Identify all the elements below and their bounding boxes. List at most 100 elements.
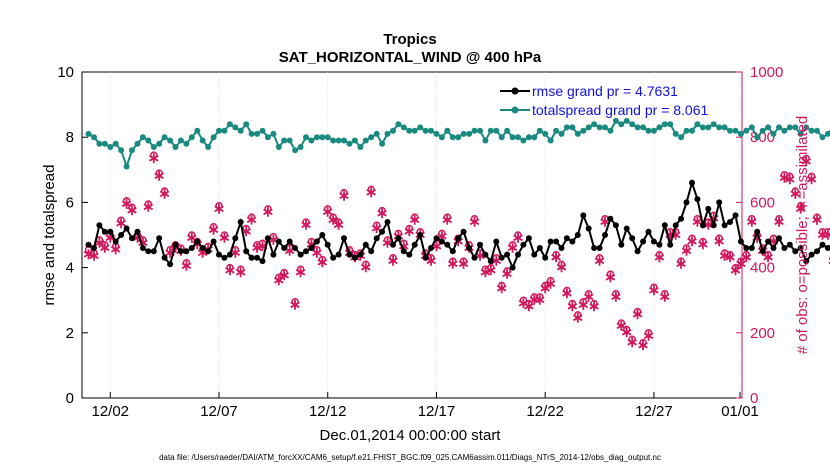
totalspread-point <box>264 134 271 141</box>
right-tick-label: 0 <box>750 390 758 407</box>
rmse-point <box>819 241 826 248</box>
totalspread-point <box>248 130 255 137</box>
obs-assimilated-point: ∗ <box>338 187 351 204</box>
obs-assimilated-point: ∗ <box>447 256 460 273</box>
x-tick-label: 12/17 <box>418 403 456 420</box>
totalspread-point <box>254 130 261 137</box>
obs-assimilated-point: ∗ <box>713 233 726 250</box>
rmse-point <box>107 228 114 235</box>
obs-possible-point <box>302 218 310 226</box>
totalspread-point <box>281 137 288 144</box>
totalspread-point <box>553 127 560 134</box>
totalspread-point <box>330 137 337 144</box>
totalspread-point <box>585 124 592 131</box>
totalspread-point <box>91 134 97 141</box>
rmse-point <box>547 238 554 245</box>
totalspread-point <box>765 124 772 131</box>
obs-possible-point <box>150 151 158 159</box>
rmse-point <box>118 232 125 238</box>
rmse-point <box>618 241 625 248</box>
obs-possible-point <box>775 214 783 223</box>
legend-spread-label: totalspread grand pr = 8.061 <box>532 102 709 118</box>
totalspread-point <box>221 127 228 134</box>
totalspread-point <box>781 127 788 134</box>
totalspread-point <box>602 124 608 131</box>
totalspread-point <box>226 121 233 128</box>
obs-assimilated-point: ∗ <box>387 253 400 270</box>
totalspread-point <box>536 127 543 134</box>
totalspread-point <box>683 127 690 134</box>
rmse-point <box>112 238 119 245</box>
obs-assimilated-point: ∗ <box>506 239 519 256</box>
rmse-point <box>705 205 712 212</box>
rmse-point <box>351 254 358 261</box>
obs-assimilated-point: ∗ <box>213 200 226 217</box>
totalspread-point <box>433 130 440 137</box>
totalspread-point <box>205 144 212 150</box>
rmse-point <box>466 245 473 251</box>
rmse-point <box>422 254 429 261</box>
totalspread-point <box>194 127 201 134</box>
totalspread-point <box>792 124 799 131</box>
totalspread-point <box>172 144 179 150</box>
rmse-point <box>699 222 706 229</box>
obs-assimilated-point: ∗ <box>642 327 655 344</box>
rmse-point <box>194 238 201 245</box>
obs-assimilated-point: ∗ <box>620 324 633 341</box>
rmse-point <box>634 248 641 255</box>
rmse-point <box>689 179 695 186</box>
legend-rmse-marker <box>511 87 519 95</box>
totalspread-point <box>422 127 429 134</box>
totalspread-point <box>455 134 462 141</box>
obs-assimilated-point: ∗ <box>740 249 753 266</box>
obs-assimilated-point: ∗ <box>789 186 802 203</box>
totalspread-point <box>531 134 538 141</box>
obs-assimilated-point: ∗ <box>822 226 830 243</box>
obs-assimilated-point: ∗ <box>262 204 275 221</box>
totalspread-point <box>351 137 358 144</box>
totalspread-point <box>275 144 282 150</box>
obs-assimilated-point: ∗ <box>659 288 672 305</box>
obs-possible-point <box>579 298 588 306</box>
obs-possible-point <box>802 154 810 163</box>
totalspread-point <box>161 134 168 141</box>
obs-assimilated-point: ∗ <box>300 217 313 234</box>
obs-possible-point <box>334 218 343 226</box>
obs-assimilated-point: ∗ <box>294 264 307 281</box>
rmse-point <box>623 225 630 232</box>
obs-possible-point <box>459 257 468 265</box>
totalspread-point <box>645 127 652 134</box>
obs-possible-point <box>101 241 109 249</box>
obs-assimilated-point: ∗ <box>441 212 454 229</box>
obs-possible-point <box>612 289 620 298</box>
rmse-point <box>341 235 347 242</box>
rmse-point <box>286 238 293 245</box>
obs-possible-point <box>519 296 528 304</box>
rmse-point <box>417 232 424 238</box>
obs-assimilated-point: ∗ <box>512 230 525 247</box>
rmse-point <box>433 235 440 242</box>
obs-possible-point <box>296 265 305 273</box>
rmse-series <box>85 179 830 271</box>
obs-possible-point <box>269 232 278 241</box>
obs-assimilated-point: ∗ <box>680 243 693 260</box>
right-tick-label: 400 <box>750 260 775 277</box>
obs-assimilated-point: ∗ <box>180 257 193 274</box>
obs-possible-point <box>786 172 794 181</box>
obs-possible-point <box>655 250 664 259</box>
rmse-point <box>710 222 717 229</box>
obs-assimilated-point: ∗ <box>686 233 699 250</box>
obs-possible-point <box>699 237 707 246</box>
totalspread-point <box>107 144 114 150</box>
rmse-point <box>139 245 146 251</box>
rmse-point <box>520 241 527 248</box>
totalspread-point <box>297 144 304 150</box>
rmse-point <box>243 248 250 255</box>
totalspread-point <box>123 163 130 170</box>
obs-assimilated-point: ∗ <box>408 212 421 229</box>
totalspread-point <box>183 140 190 147</box>
rmse-point <box>335 251 342 258</box>
obs-assimilated-point: ∗ <box>534 292 547 309</box>
obs-possible-point <box>383 236 392 244</box>
totalspread-point <box>379 140 386 147</box>
